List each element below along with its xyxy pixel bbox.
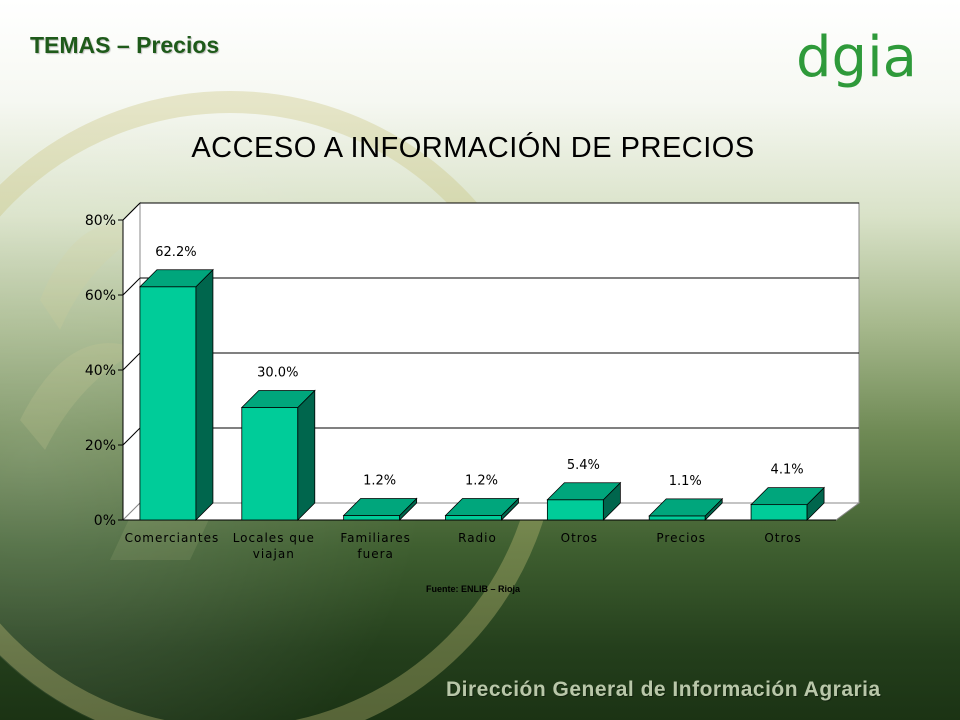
chart-title: ACCESO A INFORMACIÓN DE PRECIOS <box>191 132 755 164</box>
source-note: Fuente: ENLIB – Rioja <box>426 584 521 594</box>
x-tick-label: Comerciantes <box>125 531 220 545</box>
bar <box>241 407 299 521</box>
bar-top <box>138 269 214 288</box>
bar-side <box>297 389 316 521</box>
gridline-diagonal <box>122 277 141 296</box>
gridline-diagonal <box>122 427 141 446</box>
data-label: 62.2% <box>155 245 196 260</box>
data-label: 1.2% <box>465 474 498 489</box>
bar-top <box>342 498 418 516</box>
dgia-logo: dgia <box>796 25 917 88</box>
y-tick-label: 40% <box>85 363 116 379</box>
bar <box>343 515 401 521</box>
bar-side <box>195 268 214 521</box>
slide-title: TEMAS – Precios <box>30 32 220 58</box>
y-tick-label: 0% <box>94 513 116 529</box>
y-tick-label: 80% <box>85 213 116 229</box>
x-tick-label: viajan <box>253 547 295 561</box>
data-label: 1.1% <box>669 474 702 489</box>
bar <box>445 515 502 521</box>
y-tick-label: 20% <box>85 438 116 454</box>
x-tick-label: Otros <box>561 531 598 545</box>
y-tick-label: 60% <box>85 288 116 304</box>
bar <box>139 286 197 521</box>
bar-top <box>444 498 520 516</box>
x-tick-label: Otros <box>764 531 801 545</box>
x-tick-label: Locales que <box>233 531 315 545</box>
bar-top <box>546 482 622 501</box>
bar <box>648 515 706 521</box>
bar-top <box>648 498 724 517</box>
data-label: 5.4% <box>567 458 600 473</box>
bar-top <box>240 390 316 408</box>
x-tick-label: Radio <box>458 531 497 545</box>
gridline-diagonal <box>122 202 141 221</box>
footer-organization: Dirección General de Información Agraria <box>446 678 881 701</box>
bar <box>546 499 604 521</box>
x-tick-label: Precios <box>656 531 706 545</box>
data-label: 4.1% <box>771 463 804 478</box>
gridline-diagonal <box>122 352 141 371</box>
data-label: 1.2% <box>363 474 396 489</box>
x-tick-label: fuera <box>357 547 394 561</box>
data-label: 30.0% <box>257 366 298 381</box>
bar-top <box>750 487 826 506</box>
bar <box>750 504 808 521</box>
svg-text:dgia: dgia <box>796 25 917 88</box>
x-tick-label: Familiares <box>340 531 411 545</box>
